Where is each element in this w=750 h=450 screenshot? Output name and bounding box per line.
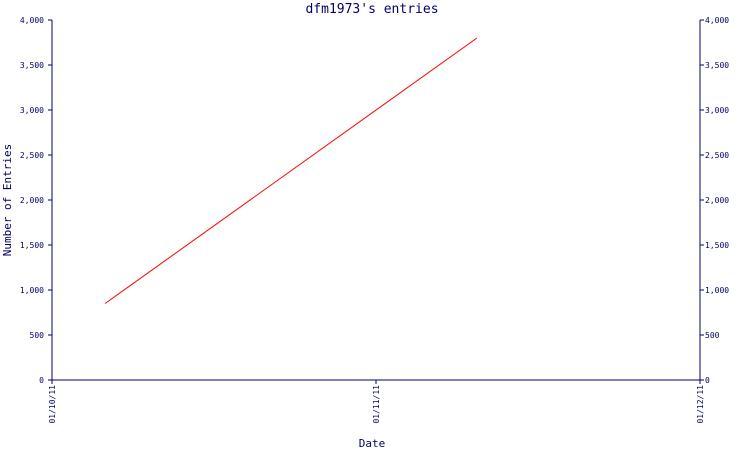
y-tick-label-left: 2,500	[20, 151, 44, 160]
y-tick-label-right: 0	[705, 376, 710, 385]
y-tick-label-right: 1,500	[705, 241, 729, 250]
y-tick-label-left: 2,000	[20, 196, 44, 205]
series	[104, 37, 478, 304]
y-tick-label-right: 2,000	[705, 196, 729, 205]
y-tick-label-right: 3,500	[705, 61, 729, 70]
y-tick-label-left: 3,500	[20, 61, 44, 70]
x-tick-label: 01/10/11	[48, 385, 57, 424]
ticks: 0 0 500 500 1,000 1,000 1,500 1,500 2,000 2,000 2,…	[20, 16, 729, 424]
y-tick-label-right: 4,000	[705, 16, 729, 25]
y-axis-label: Number of Entries	[1, 144, 14, 257]
y-tick-label-left: 3,000	[20, 106, 44, 115]
y-tick-label-left: 1,500	[20, 241, 44, 250]
chart-title: dfm1973's entries	[305, 2, 438, 17]
y-tick-label-left: 1,000	[20, 286, 44, 295]
y-tick-label-left: 4,000	[20, 16, 44, 25]
axes	[51, 20, 701, 381]
y-tick-label-left: 500	[30, 331, 45, 340]
y-tick-label-right: 500	[705, 331, 720, 340]
y-tick-label-left: 0	[39, 376, 44, 385]
x-tick-label: 01/12/11	[696, 385, 705, 424]
y-tick-label-right: 3,000	[705, 106, 729, 115]
x-axis-label: Date	[359, 437, 386, 450]
y-tick-label-right: 2,500	[705, 151, 729, 160]
y-tick-label-right: 1,000	[705, 286, 729, 295]
series-line	[104, 37, 478, 304]
x-tick-label: 01/11/11	[372, 385, 381, 424]
